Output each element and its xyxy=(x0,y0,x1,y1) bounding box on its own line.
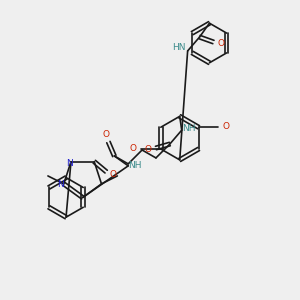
Text: N: N xyxy=(57,180,64,189)
Text: HN: HN xyxy=(172,44,186,52)
Text: N: N xyxy=(66,159,72,168)
Text: O: O xyxy=(103,130,110,139)
Text: NH: NH xyxy=(182,124,196,133)
Text: NH: NH xyxy=(129,161,142,170)
Text: O: O xyxy=(130,143,136,152)
Text: O: O xyxy=(218,38,225,47)
Text: O: O xyxy=(145,145,152,154)
Text: O: O xyxy=(110,170,117,179)
Text: O: O xyxy=(223,122,230,131)
